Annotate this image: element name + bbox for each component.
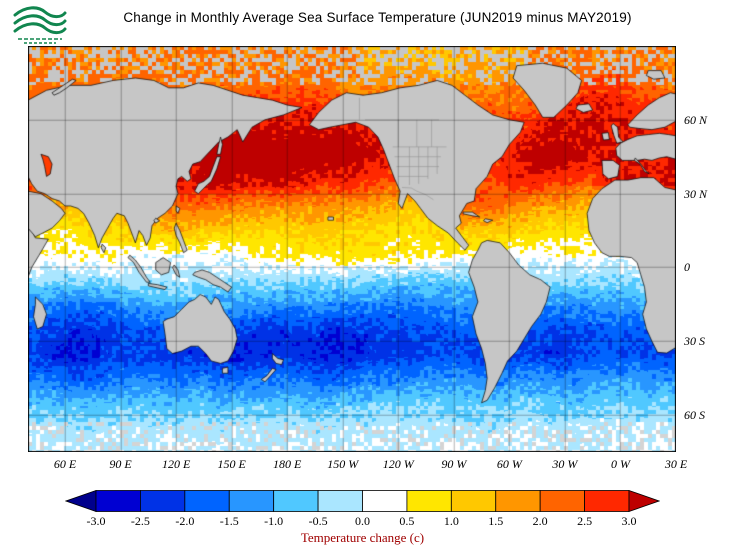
colorbar-segment xyxy=(317,490,363,512)
colorbar-tick-label: 0.5 xyxy=(399,514,415,528)
colorbar xyxy=(65,490,660,512)
lon-axis-label: 120 E xyxy=(161,457,191,471)
lon-axis-label: 60 E xyxy=(53,457,77,471)
colorbar-arrow-left xyxy=(65,490,97,512)
colorbar-arrow-right xyxy=(628,490,660,512)
colorbar-segment xyxy=(184,490,230,512)
colorbar-tick-label: 2.5 xyxy=(577,514,593,528)
colorbar-tick-label: -2.5 xyxy=(130,514,150,528)
colorbar-tick-label: 1.0 xyxy=(443,514,459,528)
lat-axis-label: 0 xyxy=(684,260,690,275)
lon-axis-label: 180 E xyxy=(273,457,302,471)
lon-axis-label: 150 W xyxy=(327,457,359,471)
lon-axis-label: 120 W xyxy=(382,457,414,471)
sst-map xyxy=(28,46,676,452)
colorbar-segment xyxy=(140,490,186,512)
lon-axis-label: 90 W xyxy=(441,457,467,471)
page-title: Change in Monthly Average Sea Surface Te… xyxy=(123,10,632,25)
colorbar-segment xyxy=(539,490,585,512)
colorbar-tick-label: -1.0 xyxy=(264,514,284,528)
lat-axis-label: 30 N xyxy=(684,186,708,201)
colorbar-tick-label: -1.5 xyxy=(219,514,239,528)
agency-logo xyxy=(13,6,67,44)
lat-axis-label: 60 N xyxy=(684,112,708,127)
lon-axis-label: 90 E xyxy=(109,457,132,471)
colorbar-segment xyxy=(95,490,141,512)
colorbar-tick-label: -3.0 xyxy=(86,514,106,528)
logo-caption-marks xyxy=(18,38,62,44)
lon-axis-label: 30 E xyxy=(664,457,688,471)
lon-axis-label: 60 W xyxy=(496,457,522,471)
colorbar-segment xyxy=(362,490,408,512)
colorbar-segment xyxy=(495,490,541,512)
colorbar-segment xyxy=(450,490,497,512)
colorbar-tick-label: 1.5 xyxy=(488,514,504,528)
colorbar-tick-label: 0.0 xyxy=(355,514,370,528)
lon-axis-label: 0 W xyxy=(610,457,630,471)
lon-axis-label: 150 E xyxy=(217,457,246,471)
colorbar-tick-label: 2.0 xyxy=(532,514,548,528)
lat-axis-label: 60 S xyxy=(684,408,705,423)
colorbar-segment xyxy=(273,490,319,512)
colorbar-segment xyxy=(228,490,275,512)
colorbar-title: Temperature change (c) xyxy=(300,530,425,545)
colorbar-tick-label: -2.0 xyxy=(175,514,195,528)
wave-icon xyxy=(13,6,67,35)
colorbar-segment xyxy=(584,490,630,512)
colorbar-tick-label: 3.0 xyxy=(621,514,637,528)
colorbar-tick-label: -0.5 xyxy=(308,514,328,528)
lon-axis-label: 30 W xyxy=(552,457,578,471)
colorbar-segment xyxy=(406,490,452,512)
lat-axis-label: 30 S xyxy=(684,334,705,349)
